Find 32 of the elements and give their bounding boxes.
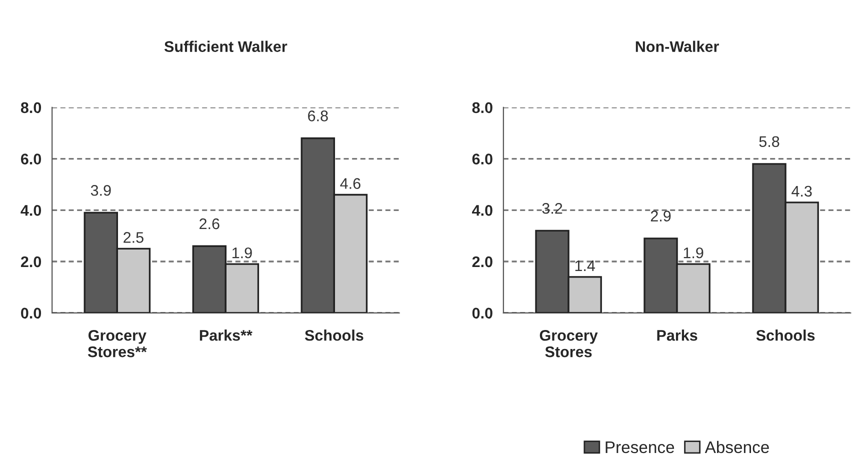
y-tick-label: 4.0	[472, 205, 492, 216]
x-tick-label: Grocery Stores**	[88, 330, 147, 358]
y-tick-label: 4.0	[20, 205, 42, 216]
x-tick-label: Grocery Stores	[540, 330, 598, 358]
y-tick-label: 0.0	[21, 308, 42, 319]
y-tick-label: 6.0	[20, 154, 42, 164]
legend-label: Absence	[704, 440, 769, 454]
data-label: 5.8	[759, 136, 780, 148]
y-tick-label: 2.0	[472, 256, 492, 268]
legend-label: Presence	[606, 442, 674, 454]
data-label: 3.2	[542, 202, 562, 214]
y-tick-label: 8.0	[472, 102, 492, 114]
data-label: 1.9	[684, 247, 704, 258]
chart-title: Sufficient Walker	[164, 40, 288, 52]
data-label: 3.9	[90, 184, 111, 196]
data-label: 2.5	[124, 232, 144, 243]
data-label: 2.9	[650, 210, 671, 222]
data-label: 6.8	[308, 110, 328, 122]
chart-title: Non-Walker	[636, 40, 719, 52]
data-label: 1.4	[575, 260, 595, 271]
y-tick-label: 6.0	[472, 154, 492, 164]
data-label: 4.6	[340, 178, 360, 189]
data-label: 1.9	[232, 247, 252, 258]
y-tick-label: 2.0	[20, 256, 42, 268]
x-tick-label: Schools	[756, 330, 815, 341]
y-tick-label: 0.0	[472, 308, 492, 319]
data-label: 2.6	[200, 218, 220, 230]
y-tick-label: 8.0	[20, 102, 42, 114]
x-tick-label: Schools	[304, 330, 364, 341]
x-tick-label: Parks**	[200, 330, 252, 341]
x-tick-label: Parks	[657, 330, 698, 341]
data-label: 4.3	[792, 186, 812, 197]
